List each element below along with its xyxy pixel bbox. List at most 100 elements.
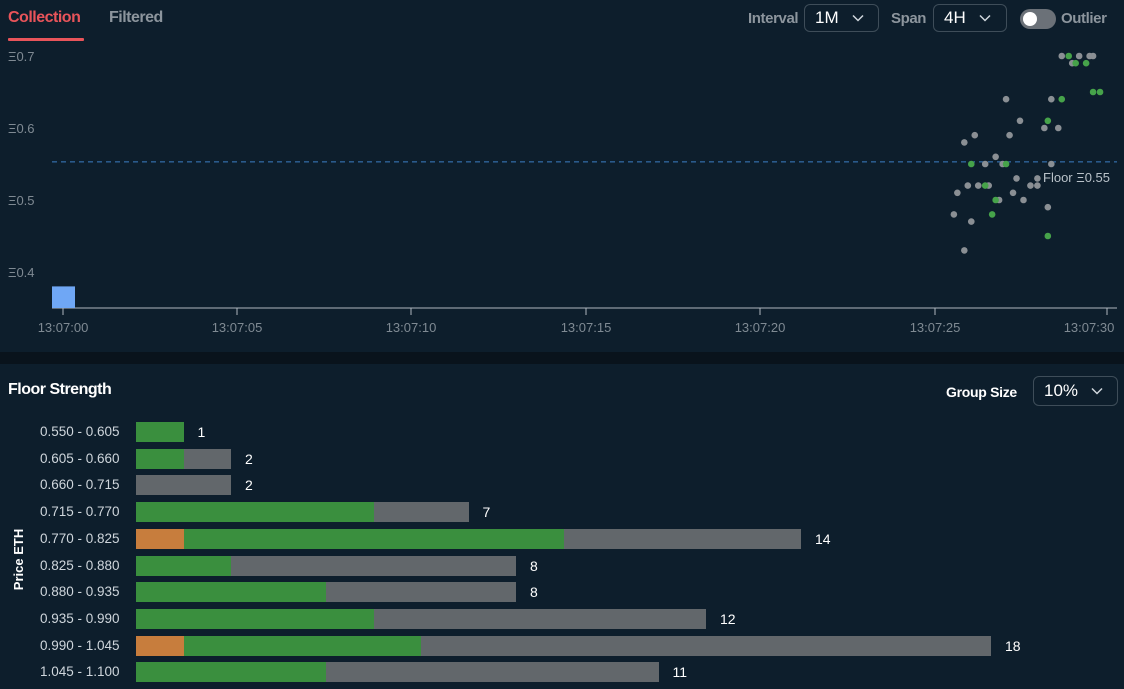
bar-segment-gray <box>421 635 991 656</box>
span-dropdown[interactable]: 4H <box>933 4 1007 32</box>
price-range-label: 0.550 - 0.605 <box>40 424 120 439</box>
interval-value: 1M <box>815 8 839 27</box>
sale-point[interactable] <box>1082 59 1090 67</box>
sale-point[interactable] <box>967 160 975 168</box>
sale-point[interactable] <box>1048 160 1055 168</box>
bar-count-label: 11 <box>672 664 688 681</box>
x-tick-label: 13:07:00 <box>37 320 89 335</box>
sale-point[interactable] <box>1002 160 1010 168</box>
floor-strength-bar[interactable] <box>136 475 231 496</box>
bar-segment-green <box>136 582 326 603</box>
sale-point[interactable] <box>974 182 982 189</box>
toggle-knob <box>1023 12 1037 26</box>
floor-strength-bar[interactable] <box>136 555 516 576</box>
sale-point[interactable] <box>1072 59 1079 67</box>
sale-point[interactable] <box>950 211 958 218</box>
price-range-label: 0.770 - 0.825 <box>40 530 120 546</box>
floor-strength-bar[interactable] <box>136 502 469 523</box>
price-axis-title: Price ETH <box>11 528 27 591</box>
x-tick-label: 13:07:05 <box>211 320 263 335</box>
sale-point[interactable] <box>1016 117 1024 125</box>
price-range-label: 0.660 - 0.715 <box>40 477 120 493</box>
sale-point[interactable] <box>1034 182 1041 189</box>
sales-chart-panel: Collection Filtered Interval 1M Span 4H … <box>8 4 1117 335</box>
bar-segment-green <box>183 528 564 549</box>
sale-point[interactable] <box>1058 52 1066 60</box>
y-tick-label: Ξ0.4 <box>8 265 35 280</box>
sale-point[interactable] <box>1044 203 1052 211</box>
price-range-label: 1.045 - 1.100 <box>40 664 120 680</box>
floor-strength-bar[interactable] <box>136 608 706 629</box>
sale-point[interactable] <box>1048 95 1055 103</box>
group-size-dropdown[interactable]: 10% <box>1033 376 1118 406</box>
bar-segment-gray <box>183 448 231 469</box>
volume-bar[interactable] <box>52 286 75 308</box>
sale-point[interactable] <box>1044 232 1052 240</box>
bar-count-label: 2 <box>245 477 253 494</box>
chevron-down-icon <box>979 14 991 22</box>
sale-point[interactable] <box>1075 52 1083 60</box>
bar-segment-green <box>136 662 326 683</box>
floor-strength-bar[interactable] <box>136 582 516 603</box>
sale-point[interactable] <box>967 218 975 225</box>
sale-point[interactable] <box>1006 131 1013 139</box>
floor-strength-bar[interactable] <box>136 448 231 469</box>
floor-strength-bar[interactable] <box>136 422 184 442</box>
sale-point[interactable] <box>1054 124 1062 132</box>
sale-point[interactable] <box>1034 175 1041 182</box>
sale-point[interactable] <box>971 131 979 139</box>
sale-point[interactable] <box>992 153 999 161</box>
bar-count-label: 7 <box>482 504 491 521</box>
x-tick-label: 13:07:10 <box>385 320 437 335</box>
bar-segment-orange <box>136 528 184 549</box>
bar-segment-gray <box>373 608 706 629</box>
sale-point[interactable] <box>1044 117 1052 125</box>
sale-point[interactable] <box>1089 88 1097 96</box>
sale-point[interactable] <box>1041 124 1048 132</box>
floor-strength-bar[interactable] <box>136 528 801 549</box>
panel-divider <box>0 352 1124 364</box>
interval-dropdown[interactable]: 1M <box>804 4 879 32</box>
sale-point[interactable] <box>964 182 972 189</box>
sale-point[interactable] <box>988 211 996 218</box>
tab-filtered[interactable]: Filtered <box>109 9 163 26</box>
floor-strength-bar[interactable] <box>136 635 991 656</box>
price-range-label: 0.825 - 0.880 <box>40 557 120 573</box>
sale-point[interactable] <box>1096 88 1104 96</box>
price-range-label: 0.880 - 0.935 <box>40 584 120 600</box>
bar-segment-gray <box>326 662 659 683</box>
outlier-toggle[interactable] <box>1020 9 1056 29</box>
bar-segment-green <box>183 635 421 656</box>
sale-point[interactable] <box>1027 182 1034 189</box>
sale-point[interactable] <box>961 247 968 254</box>
bar-count-label: 8 <box>530 584 538 601</box>
sale-point[interactable] <box>981 182 989 189</box>
sale-point[interactable] <box>1020 196 1027 204</box>
price-range-label: 0.935 - 0.990 <box>40 610 120 626</box>
floor-strength-bar[interactable] <box>136 662 659 683</box>
sale-point[interactable] <box>961 139 968 146</box>
x-tick-label: 13:07:25 <box>909 320 961 335</box>
floor-strength-title: Floor Strength <box>8 381 112 398</box>
interval-label: Interval <box>748 10 799 27</box>
y-tick-label: Ξ0.6 <box>8 121 35 136</box>
sale-point[interactable] <box>1058 95 1066 103</box>
span-label: Span <box>891 10 927 27</box>
bar-segment-gray <box>373 502 469 523</box>
tab-collection[interactable]: Collection <box>8 9 81 26</box>
bar-segment-gray <box>563 528 801 549</box>
bar-segment-gray <box>326 582 516 603</box>
sale-point[interactable] <box>981 160 989 168</box>
sale-point[interactable] <box>1002 95 1010 103</box>
sale-point[interactable] <box>1065 52 1073 60</box>
chevron-down-icon <box>1091 387 1103 395</box>
sale-point[interactable] <box>954 189 961 197</box>
span-value: 4H <box>944 8 966 27</box>
sale-point[interactable] <box>1009 189 1017 197</box>
bar-segment-green <box>136 422 184 442</box>
sale-point[interactable] <box>1089 52 1097 60</box>
sale-point[interactable] <box>992 196 999 204</box>
sale-point[interactable] <box>1013 175 1020 182</box>
bar-count-label: 14 <box>815 530 831 547</box>
bar-segment-orange <box>136 635 184 656</box>
